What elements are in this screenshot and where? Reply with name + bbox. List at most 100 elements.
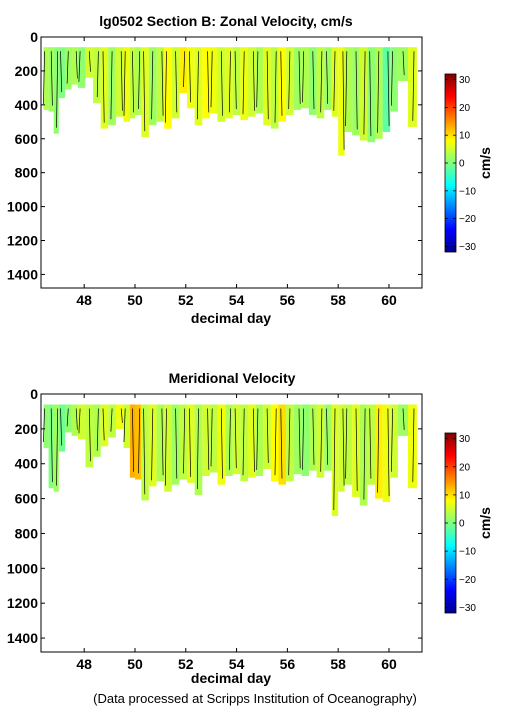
meridional-velocity-column (240, 404, 248, 482)
meridional-contour-line (50, 408, 53, 483)
meridional-contour-line (196, 408, 199, 490)
zonal-x-axis: 48 50 52 54 56 58 60 (76, 37, 397, 308)
zonal-colorbar: −30 −20 −10 0 10 20 30 cm/s (444, 73, 493, 253)
meridional-velocity-column (171, 404, 180, 485)
zonal-colorbar-label: cm/s (477, 147, 493, 179)
zonal-velocity-column (164, 47, 172, 129)
meridional-y-axis: 0 200 400 600 800 1000 1200 1400 (7, 386, 422, 646)
zonal-contour-line (161, 51, 164, 116)
zonal-velocity-column (397, 47, 409, 82)
zonal-contour-line (234, 51, 237, 110)
zonal-y-axis: 0 200 400 600 800 1000 1200 1400 (7, 29, 422, 282)
meridional-contour-line (387, 408, 390, 497)
meridional-velocity-panel: Meridional Velocity 48 50 52 54 56 58 60 02004… (7, 370, 493, 686)
zonal-contour-line (102, 51, 105, 123)
meridional-contour-line (123, 408, 126, 443)
meridional-velocity-column (331, 404, 339, 517)
zonal-contour-line (355, 51, 358, 130)
meridional-contour-line (207, 408, 210, 470)
meridional-velocity-column (248, 404, 256, 478)
zonal-colorbar-tick-label: 20 (459, 103, 471, 114)
zonal-velocity-column (148, 47, 157, 126)
zonal-velocity-column (93, 47, 101, 104)
zonal-contour-line (320, 51, 323, 113)
meridional-velocity-column (382, 404, 391, 503)
zonal-velocity-column (324, 47, 332, 110)
meridional-velocity-column (263, 404, 271, 469)
meridional-y-tick-label: 600 (15, 491, 39, 507)
zonal-x-tick-label: 48 (76, 292, 92, 308)
zonal-velocity-column (240, 47, 248, 121)
zonal-contour-line (228, 51, 231, 113)
meridional-x-tick-label: 50 (127, 656, 143, 672)
meridional-contour-line (75, 408, 78, 430)
zonal-contour-line (274, 51, 277, 123)
zonal-contour-line (377, 51, 380, 133)
meridional-contour-line (342, 408, 345, 486)
zonal-velocity-column (255, 47, 264, 114)
meridional-contour-line (280, 408, 283, 479)
meridional-contour-line (391, 408, 393, 472)
meridional-velocity-column (148, 404, 157, 487)
meridional-contour-line (412, 408, 415, 483)
meridional-velocity-column (156, 404, 165, 482)
meridional-velocity-column (187, 404, 195, 483)
meridional-velocity-column (255, 404, 264, 476)
zonal-velocity-column (359, 47, 368, 141)
meridional-velocity-column (48, 404, 54, 489)
meridional-x-tick-label: 58 (330, 656, 346, 672)
zonal-velocity-column (263, 47, 271, 126)
zonal-velocity-column (71, 47, 78, 85)
zonal-contour-line (151, 51, 154, 120)
meridional-colorbar-tick-label: −20 (459, 575, 476, 586)
meridional-velocity-column (194, 404, 203, 496)
meridional-contour-line (110, 408, 113, 432)
zonal-contour-line (266, 51, 269, 120)
meridional-velocity-column (141, 404, 149, 501)
zonal-velocity-column (301, 47, 309, 109)
meridional-contour-line (175, 408, 178, 479)
zonal-velocity-column (85, 47, 94, 78)
meridional-contour-line (143, 408, 146, 495)
zonal-contour-line (96, 51, 99, 98)
meridional-velocity-column (85, 404, 94, 468)
zonal-velocity-column (194, 47, 203, 126)
zonal-velocity-column (141, 47, 149, 138)
meridional-contour-line (56, 408, 59, 486)
zonal-contour-line (391, 51, 393, 106)
meridional-x-axis: 48 50 52 54 56 58 60 (76, 394, 397, 672)
zonal-colorbar-tick-label: −10 (459, 186, 476, 197)
zonal-contour-line (280, 51, 283, 116)
meridional-velocity-column (232, 404, 241, 475)
zonal-contour-line (50, 51, 53, 106)
zonal-contour-line (363, 51, 366, 135)
meridional-contour-line (220, 408, 223, 479)
zonal-velocity-column (77, 47, 86, 88)
zonal-contour-line (326, 51, 329, 104)
zonal-velocity-panel: lg0502 Section B: Zonal Velocity, cm/s 4… (7, 13, 493, 326)
zonal-contour-line (175, 51, 178, 113)
meridional-x-tick-label: 52 (178, 656, 194, 672)
zonal-panel-title: lg0502 Section B: Zonal Velocity, cm/s (99, 13, 353, 29)
meridional-contour-line (377, 408, 380, 493)
meridional-velocity-field (43, 404, 417, 517)
meridional-velocity-column (123, 404, 130, 449)
meridional-x-tick-label: 54 (229, 656, 245, 672)
zonal-contour-line (60, 51, 63, 93)
zonal-contour-line (66, 51, 69, 84)
meridional-velocity-column (65, 404, 72, 433)
meridional-contour-line (161, 408, 164, 476)
zonal-velocity-column (202, 47, 210, 119)
zonal-contour-line (302, 51, 305, 103)
zonal-contour-line (43, 51, 45, 104)
meridional-y-tick-label: 200 (15, 421, 39, 437)
zonal-velocity-column (209, 47, 218, 114)
zonal-y-tick-label: 600 (15, 131, 39, 147)
meridional-contour-line (369, 408, 372, 479)
zonal-contour-line (242, 51, 245, 115)
zonal-contour-line (387, 51, 390, 127)
zonal-colorbar-tick-label: −20 (459, 214, 476, 225)
zonal-velocity-column (65, 47, 72, 90)
zonal-contour-line (78, 51, 81, 82)
